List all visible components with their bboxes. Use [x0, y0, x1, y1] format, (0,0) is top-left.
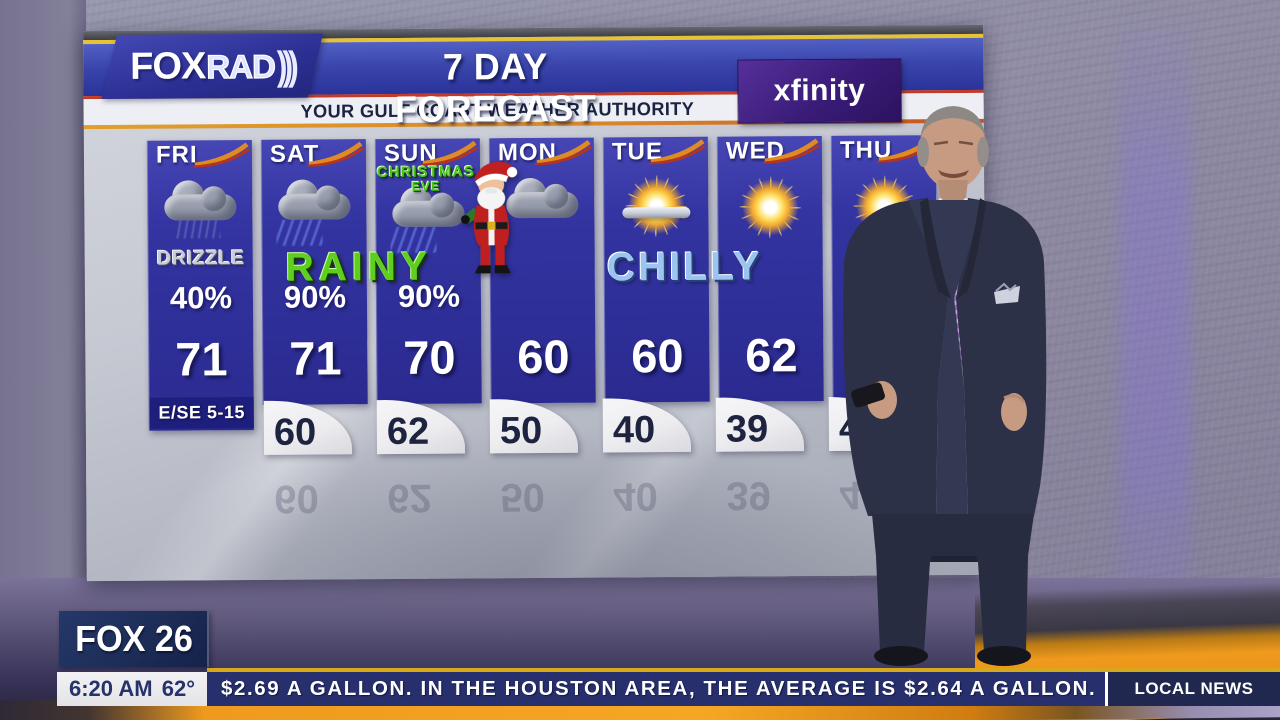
floor-reflection: 50 — [500, 474, 546, 520]
day-column-mon: MON 60 — [488, 137, 596, 404]
foxrad-logo-fox: FOX — [130, 44, 206, 88]
day-column-sat: SAT 90% 71 — [260, 139, 368, 405]
high-temp: 60 — [631, 328, 684, 383]
sun-behind-cloud-icon — [604, 174, 709, 250]
high-temp: 71 — [289, 331, 342, 385]
day-label: FRI — [155, 141, 198, 169]
low-temp: 40 — [612, 409, 656, 452]
floor-reflection: 40 — [613, 474, 659, 519]
radar-arcs-icon: ))) — [277, 42, 295, 88]
chilly-label: CHILLY — [606, 244, 763, 290]
wind-label: E/SE 5-15 — [149, 396, 254, 429]
condition-label: DRIZZLE — [156, 247, 245, 270]
current-temp: 62° — [161, 676, 195, 701]
category-badge: LOCAL NEWS — [1105, 672, 1280, 706]
swoosh-accent — [762, 138, 820, 164]
precip-chance: 40% — [169, 280, 233, 316]
swoosh-accent — [420, 140, 478, 166]
foxrad-logo: FOX RAD))) — [101, 33, 324, 100]
rainy-label: RAINY — [285, 244, 433, 290]
day-column-tue: TUE 60 — [602, 136, 710, 403]
high-temp: 71 — [175, 332, 228, 386]
swoosh-accent — [306, 141, 364, 167]
day-column-sun: SUN 90% 70 — [374, 138, 482, 405]
drizzle-cloud-icon — [148, 180, 253, 253]
clock-time: 6:20 AM — [69, 676, 153, 701]
high-temp: 70 — [403, 330, 456, 384]
swoosh-accent — [534, 140, 592, 165]
floor-reflection: 62 — [387, 475, 433, 521]
board-title: 7 DAY FORECAST — [394, 45, 597, 130]
low-temp: 50 — [499, 409, 543, 453]
santa-figure-icon — [461, 161, 518, 274]
station-logo-text: FOX 26 — [75, 618, 193, 659]
news-ticker: $2.69 A GALLON. IN THE HOUSTON AREA, THE… — [207, 668, 1280, 706]
low-temp: 62 — [386, 410, 430, 454]
weatherman — [843, 106, 1047, 666]
time-temp-bug: 6:20 AM 62° — [57, 672, 207, 706]
category-label: LOCAL NEWS — [1134, 679, 1254, 698]
swoosh-accent — [648, 139, 706, 165]
high-temp: 60 — [517, 329, 570, 384]
purple-light-streak — [1120, 0, 1190, 650]
day-column-fri: FRI DRIZZLE 40% 71 E/SE 5-15 — [146, 139, 254, 431]
ticker-text: $2.69 A GALLON. IN THE HOUSTON AREA, THE… — [221, 677, 1097, 700]
swoosh-accent — [192, 142, 250, 168]
floor-reflection: 60 — [274, 476, 320, 521]
low-temp: 39 — [725, 408, 769, 451]
low-temp: 60 — [273, 411, 317, 454]
foxrad-logo-rad: RAD — [206, 46, 276, 85]
day-column-wed: WED 62 — [716, 135, 824, 402]
rain-cloud-icon — [262, 179, 367, 252]
station-logo: FOX 26 — [59, 611, 209, 667]
